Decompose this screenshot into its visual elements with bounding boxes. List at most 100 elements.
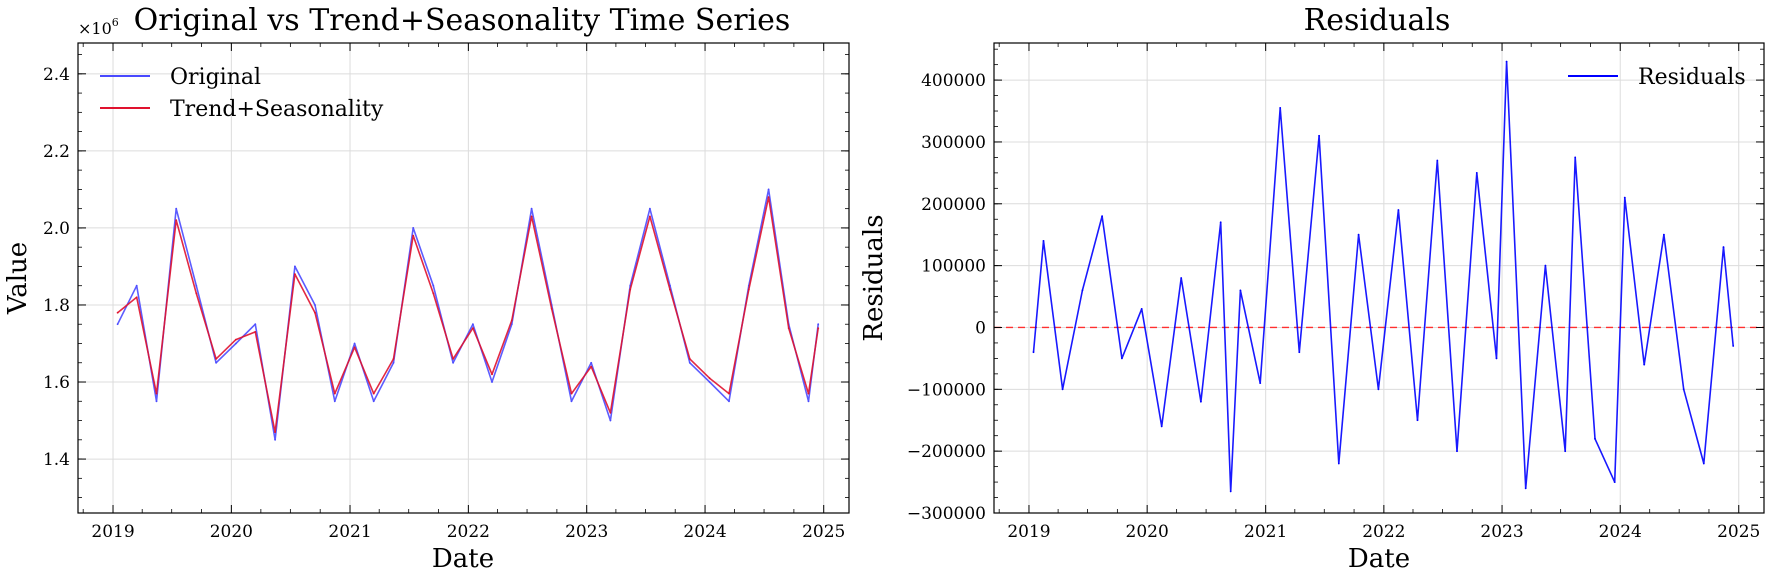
series-point-trend-seasonality [807,392,810,395]
right-plot-frame [993,42,1765,514]
left-grid [78,43,849,513]
series-point-trend-seasonality [333,392,336,395]
right-y-tick-label: 100000 [921,257,986,277]
series-point-trend-seasonality [767,196,770,199]
series-point-original [688,361,691,364]
right-grid [994,43,1764,514]
right-y-tick-label: 200000 [921,195,986,215]
series-point-residuals [1032,351,1035,354]
series-point-original [649,207,651,210]
series-point-trend-seasonality [294,273,296,275]
series-point-residuals [1219,221,1222,224]
series-point-trend-seasonality [195,292,198,295]
left-x-tick-label: 2019 [91,522,134,542]
series-point-trend-seasonality [412,234,415,237]
series-point-trend-seasonality [708,377,711,380]
series-point-trend-seasonality [353,346,356,349]
series-point-residuals [1357,233,1360,236]
series-point-original [175,207,178,210]
series-point-residuals [1594,437,1596,440]
series-point-residuals [1397,209,1400,211]
left-x-tick-label: 2020 [210,522,253,542]
series-point-trend-seasonality [254,331,257,333]
series-point-trend-seasonality [530,215,533,218]
series-point-residuals [1081,289,1084,292]
series-point-residuals [1259,382,1262,384]
series-point-original [432,284,435,287]
left-chart-title: Original vs Trend+Seasonality Time Serie… [134,3,791,38]
series-point-residuals [1229,490,1232,493]
series-point-residuals [1337,462,1340,465]
series-point-trend-seasonality [215,358,218,360]
right-x-tick-label: 2022 [1362,522,1405,542]
left-y-offset-text: ×106 [78,16,119,38]
series-point-residuals [1279,107,1282,109]
right-x-tick-label: 2025 [1717,522,1760,542]
series-point-residuals [1623,196,1626,199]
series-point-original [728,400,730,403]
series-point-trend-seasonality [728,392,730,395]
left-ticks: 2019 2020 2021 2022 2023 2024 2025 1.4 1.6 1.8 2.0… [43,43,849,542]
series-point-original [353,342,356,345]
right-y-tick-label: 400000 [921,71,986,91]
series-point-original [372,400,375,403]
series-point-trend-seasonality [392,358,395,360]
series-point-original [235,342,237,345]
left-y-axis-label: Value [3,242,33,315]
series-point-residuals [1544,264,1547,267]
series-point-residuals [1495,357,1498,360]
series-point-residuals [1416,419,1419,422]
right-y-tick-label: 0 [975,318,986,338]
right-x-tick-label: 2023 [1480,522,1523,542]
left-series-lines [116,188,820,441]
series-point-original [472,323,474,326]
series-point-residuals [1298,351,1301,354]
series-point-residuals [1663,233,1665,236]
legend-label-original: Original [170,65,261,90]
series-point-original [333,400,336,403]
series-point-residuals [1160,425,1163,428]
series-point-original [254,323,257,326]
series-point-original [274,438,276,441]
right-chart-title: Residuals [1304,3,1451,38]
right-x-tick-label: 2024 [1599,522,1642,542]
right-chart-panel: Residuals 2019 2020 2021 2022 2023 2024 2025 −3… [859,3,1765,574]
left-y-tick-label: 2.4 [43,65,70,85]
series-point-residuals [1101,215,1103,218]
series-point-original [294,265,296,268]
series-point-residuals [1061,388,1064,391]
right-legend: Residuals [1568,65,1746,90]
series-point-original [116,323,119,326]
right-y-tick-label: −300000 [907,504,986,524]
series-point-residuals [1524,487,1527,490]
series-point-residuals [1505,60,1508,63]
series-point-trend-seasonality [550,307,553,310]
series-point-original [155,400,158,403]
right-x-tick-label: 2019 [1007,522,1050,542]
series-point-trend-seasonality [432,292,435,295]
left-y-tick-label: 1.4 [43,450,70,470]
right-x-axis-label: Date [1348,544,1410,574]
series-point-original [767,188,770,191]
series-point-residuals [1574,156,1577,159]
left-x-tick-label: 2024 [683,522,726,542]
series-point-original [195,284,198,287]
left-y-tick-label: 2.0 [43,219,70,239]
series-point-residuals [1475,172,1478,174]
series-point-original [817,323,820,326]
series-point-residuals [1722,246,1725,249]
series-point-trend-seasonality [590,365,593,368]
series-point-residuals [1121,357,1123,360]
series-point-residuals [1682,388,1685,391]
series-point-residuals [1564,450,1567,453]
right-y-tick-label: −200000 [907,442,986,462]
series-point-trend-seasonality [155,392,158,395]
series-point-original [215,361,218,364]
series-point-original [570,400,573,403]
left-x-tick-label: 2021 [328,522,371,542]
left-legend: Original Trend+Seasonality [100,65,384,122]
left-x-tick-label: 2023 [565,522,608,542]
series-point-original [530,207,533,210]
series-point-residuals [1318,134,1320,137]
